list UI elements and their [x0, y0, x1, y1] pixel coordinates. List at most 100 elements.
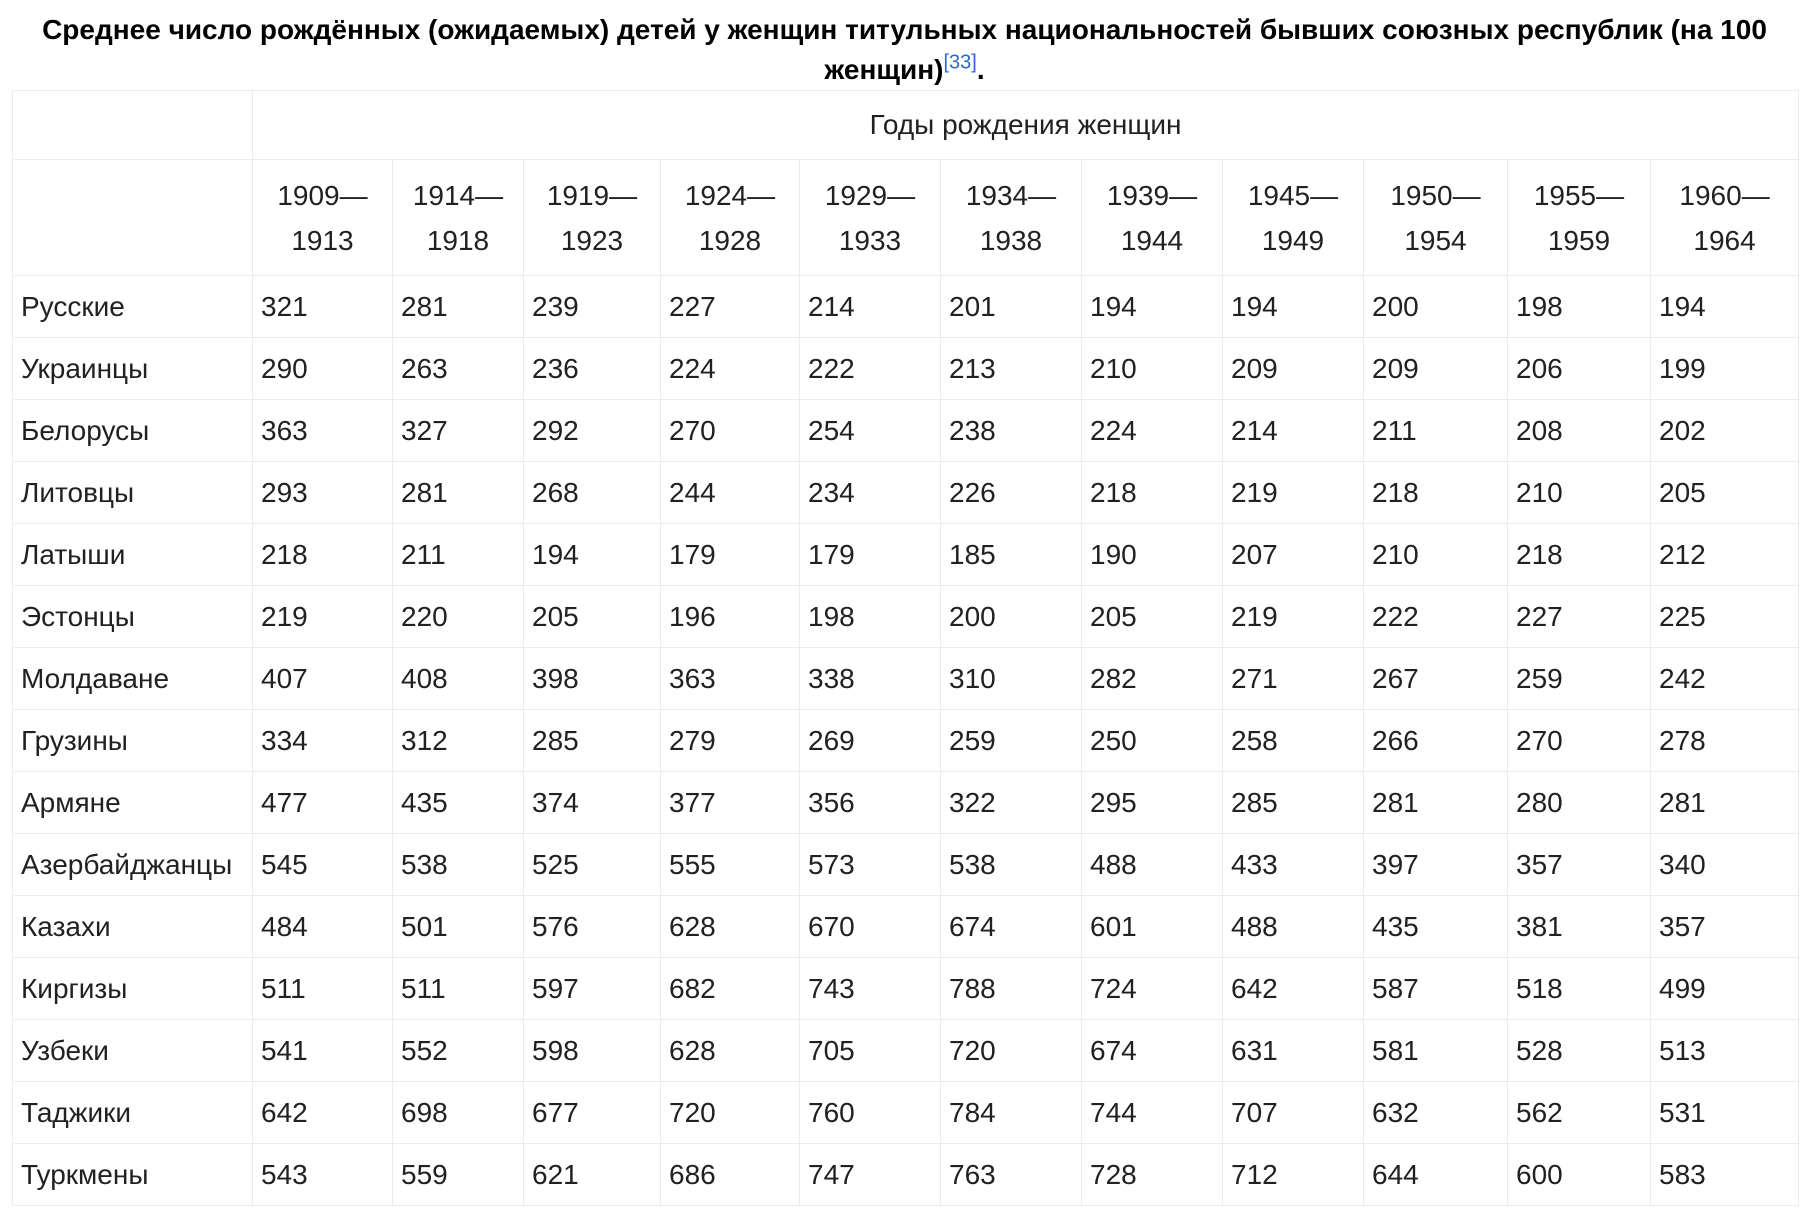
value-cell: 363: [660, 647, 800, 710]
year-start: 1960—: [1679, 179, 1770, 211]
value-cell: 293: [252, 461, 393, 524]
year-start: 1945—: [1247, 179, 1339, 211]
nationality-cell: Узбеки: [12, 1019, 253, 1082]
value-cell: 218: [1363, 461, 1508, 524]
value-cell: 266: [1363, 709, 1508, 772]
value-cell: 290: [252, 337, 393, 400]
column-header-years: 1950— 1954: [1363, 159, 1508, 276]
value-cell: 222: [799, 337, 941, 400]
value-cell: 200: [1363, 275, 1508, 338]
value-cell: 250: [1081, 709, 1223, 772]
fertility-table: Годы рождения женщин 1909— 1913 1914— 1918 1…: [12, 90, 1800, 1206]
value-cell: 295: [1081, 771, 1223, 834]
value-cell: 190: [1081, 523, 1223, 586]
value-cell: 511: [252, 957, 393, 1020]
value-cell: 628: [660, 895, 800, 958]
value-cell: 743: [799, 957, 941, 1020]
value-cell: 268: [523, 461, 661, 524]
value-cell: 621: [523, 1143, 661, 1206]
value-cell: 185: [940, 523, 1082, 586]
value-cell: 218: [1507, 523, 1651, 586]
year-start: 1919—: [546, 179, 638, 211]
table-row: Украинцы 290 263 236 224 222 213 210 209 209 206 19…: [12, 337, 1800, 400]
value-cell: 202: [1649, 399, 1800, 462]
nationality-cell: Латыши: [12, 523, 253, 586]
table-row: Туркмены 543 559 621 686 747 763 728 712 644 600 58…: [12, 1143, 1800, 1206]
reference-link[interactable]: [33]: [943, 51, 977, 74]
value-cell: 357: [1507, 833, 1651, 896]
value-cell: 728: [1081, 1143, 1223, 1206]
year-end: 1938: [979, 224, 1043, 256]
year-start: 1909—: [277, 179, 368, 211]
value-cell: 218: [252, 523, 393, 586]
value-cell: 280: [1507, 771, 1651, 834]
value-cell: 179: [799, 523, 941, 586]
year-start: 1955—: [1533, 179, 1625, 211]
table-row: Эстонцы 219 220 205 196 198 200 205 219 222 227 225: [12, 585, 1800, 648]
value-cell: 210: [1507, 461, 1651, 524]
value-cell: 334: [252, 709, 393, 772]
nationality-cell: Туркмены: [12, 1143, 253, 1206]
column-header-years: 1929— 1933: [799, 159, 941, 276]
value-cell: 239: [523, 275, 661, 338]
corner-cell: [12, 90, 253, 160]
nationality-cell: Азербайджанцы: [12, 833, 253, 896]
group-header-row: Годы рождения женщин: [12, 90, 1800, 160]
value-cell: 677: [523, 1081, 661, 1144]
value-cell: 670: [799, 895, 941, 958]
table-row: Казахи 484 501 576 628 670 674 601 488 435 381 357: [12, 895, 1800, 958]
year-end: 1923: [560, 224, 624, 256]
nationality-cell: Литовцы: [12, 461, 253, 524]
group-header: Годы рождения женщин: [251, 90, 1800, 160]
value-cell: 219: [252, 585, 393, 648]
value-cell: 222: [1363, 585, 1508, 648]
table-row: Грузины 334 312 285 279 269 259 250 258 266 270 278: [12, 709, 1800, 772]
value-cell: 338: [799, 647, 941, 710]
value-cell: 511: [392, 957, 524, 1020]
value-cell: 281: [392, 461, 524, 524]
value-cell: 435: [392, 771, 524, 834]
value-cell: 201: [940, 275, 1082, 338]
year-start: 1929—: [824, 179, 916, 211]
column-header-years: 1919— 1923: [523, 159, 661, 276]
value-cell: 501: [392, 895, 524, 958]
value-cell: 259: [1507, 647, 1651, 710]
value-cell: 576: [523, 895, 661, 958]
value-cell: 374: [523, 771, 661, 834]
value-cell: 259: [940, 709, 1082, 772]
column-header-years: 1960— 1964: [1649, 159, 1800, 276]
year-end: 1913: [291, 224, 354, 256]
value-cell: 513: [1649, 1019, 1800, 1082]
year-end: 1918: [426, 224, 490, 256]
value-cell: 281: [1649, 771, 1800, 834]
years-header-row: 1909— 1913 1914— 1918 1919— 1923 1924— 1928 1929…: [12, 159, 1800, 276]
value-cell: 242: [1649, 647, 1800, 710]
nationality-cell: Украинцы: [12, 337, 253, 400]
caption-period: .: [976, 54, 985, 85]
value-cell: 363: [252, 399, 393, 462]
year-end: 1954: [1404, 224, 1467, 256]
value-cell: 760: [799, 1081, 941, 1144]
value-cell: 397: [1363, 833, 1508, 896]
value-cell: 559: [392, 1143, 524, 1206]
value-cell: 200: [940, 585, 1082, 648]
value-cell: 194: [1222, 275, 1364, 338]
value-cell: 357: [1649, 895, 1800, 958]
value-cell: 573: [799, 833, 941, 896]
value-cell: 747: [799, 1143, 941, 1206]
value-cell: 724: [1081, 957, 1223, 1020]
value-cell: 219: [1222, 585, 1364, 648]
value-cell: 269: [799, 709, 941, 772]
year-start: 1934—: [965, 179, 1057, 211]
value-cell: 631: [1222, 1019, 1364, 1082]
value-cell: 258: [1222, 709, 1364, 772]
value-cell: 281: [392, 275, 524, 338]
value-cell: 244: [660, 461, 800, 524]
value-cell: 214: [799, 275, 941, 338]
year-end: 1964: [1693, 224, 1756, 256]
value-cell: 285: [523, 709, 661, 772]
value-cell: 219: [1222, 461, 1364, 524]
value-cell: 218: [1081, 461, 1223, 524]
value-cell: 597: [523, 957, 661, 1020]
value-cell: 211: [1363, 399, 1508, 462]
